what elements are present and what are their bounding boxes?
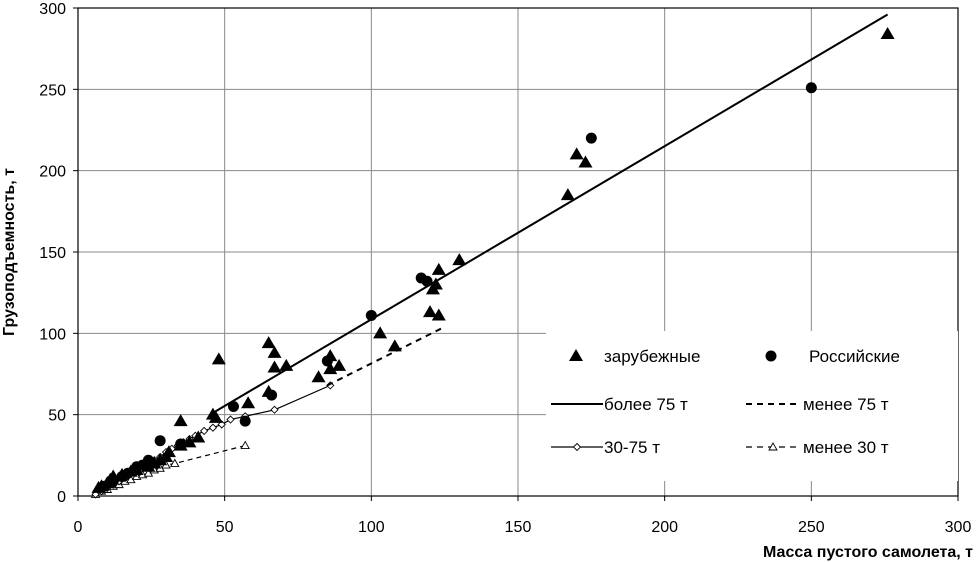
series-3 (209, 13, 889, 416)
legend-item: зарубежные (569, 347, 700, 366)
x-tick-label: 200 (651, 519, 678, 536)
y-tick-label: 0 (57, 489, 66, 506)
line-marker-point (208, 423, 218, 432)
data-point (241, 396, 256, 409)
data-point (452, 253, 467, 266)
data-point (421, 275, 433, 287)
data-point (191, 430, 206, 443)
data-point (205, 407, 220, 420)
line-marker-point (199, 426, 209, 436)
legend-item: менее 30 т (746, 438, 889, 457)
data-point (323, 349, 338, 362)
y-axis-title: Грузоподъемность, т (1, 168, 18, 336)
legend-label: Российские (809, 347, 900, 366)
line-marker-point (170, 458, 180, 467)
y-tick-label: 150 (39, 245, 66, 262)
data-point (387, 339, 402, 352)
data-point (578, 155, 593, 168)
x-axis-title: Масса пустого самолета, т (763, 544, 973, 561)
data-point (431, 262, 446, 275)
legend-item: более 75 т (551, 395, 688, 414)
data-point (173, 414, 188, 427)
x-tick-label: 100 (358, 519, 385, 536)
series-group (90, 13, 895, 499)
x-tick-label: 250 (798, 519, 825, 536)
data-point (425, 282, 440, 295)
y-tick-label: 250 (39, 82, 66, 99)
data-point (227, 401, 239, 413)
legend-symbol-marker (572, 442, 582, 452)
legend-item: менее 75 т (746, 395, 889, 414)
x-axis-ticks: 0 50 100 150 200 250 300 (74, 496, 972, 536)
data-point (373, 326, 388, 339)
legend-symbol-marker (768, 442, 778, 451)
legend: зарубежные Российские более 75 т менее 75 т… (546, 331, 958, 481)
data-point (267, 345, 282, 358)
legend-label: более 75 т (604, 395, 688, 414)
data-point (154, 435, 166, 447)
x-tick-label: 50 (216, 519, 234, 536)
legend-symbol (569, 349, 583, 361)
data-point (91, 480, 106, 493)
data-point (365, 309, 377, 321)
data-point (173, 438, 188, 451)
legend-item: 30-75 т (551, 438, 660, 457)
data-point (123, 464, 138, 477)
data-point (279, 358, 294, 371)
data-point (261, 384, 276, 397)
line-marker-point (226, 415, 235, 424)
y-tick-label: 100 (39, 326, 66, 343)
data-point (267, 360, 282, 373)
line-marker-point (240, 440, 250, 450)
legend-box (546, 331, 958, 481)
data-point (569, 147, 584, 160)
line-marker-point (270, 405, 279, 414)
data-point (323, 362, 338, 375)
data-point (182, 435, 197, 448)
x-tick-label: 150 (505, 519, 532, 536)
data-point (423, 305, 437, 318)
y-axis-ticks: 0 50 100 150 200 250 300 (39, 1, 78, 506)
data-point (115, 467, 129, 480)
data-point (880, 27, 895, 40)
x-tick-label: 0 (74, 519, 83, 536)
legend-label: зарубежные (604, 347, 700, 366)
data-point (239, 415, 251, 427)
data-point (560, 188, 575, 201)
data-point (332, 358, 347, 371)
data-point (311, 370, 326, 383)
data-point (431, 308, 446, 321)
data-point (261, 336, 276, 349)
series-line (209, 13, 889, 416)
data-point (805, 82, 817, 94)
legend-item: Российские (765, 347, 900, 366)
data-point (211, 352, 226, 365)
legend-label: менее 75 т (803, 395, 889, 414)
y-tick-label: 50 (48, 408, 66, 425)
legend-symbol (765, 350, 777, 362)
y-tick-label: 300 (39, 1, 66, 18)
legend-items: зарубежные Российские более 75 т менее 75 т… (551, 347, 900, 457)
data-point (585, 132, 597, 144)
y-tick-label: 200 (39, 164, 66, 181)
x-tick-label: 300 (945, 519, 972, 536)
series-1 (91, 27, 895, 493)
legend-label: менее 30 т (803, 438, 889, 457)
data-point (141, 459, 156, 472)
legend-label: 30-75 т (604, 438, 660, 457)
